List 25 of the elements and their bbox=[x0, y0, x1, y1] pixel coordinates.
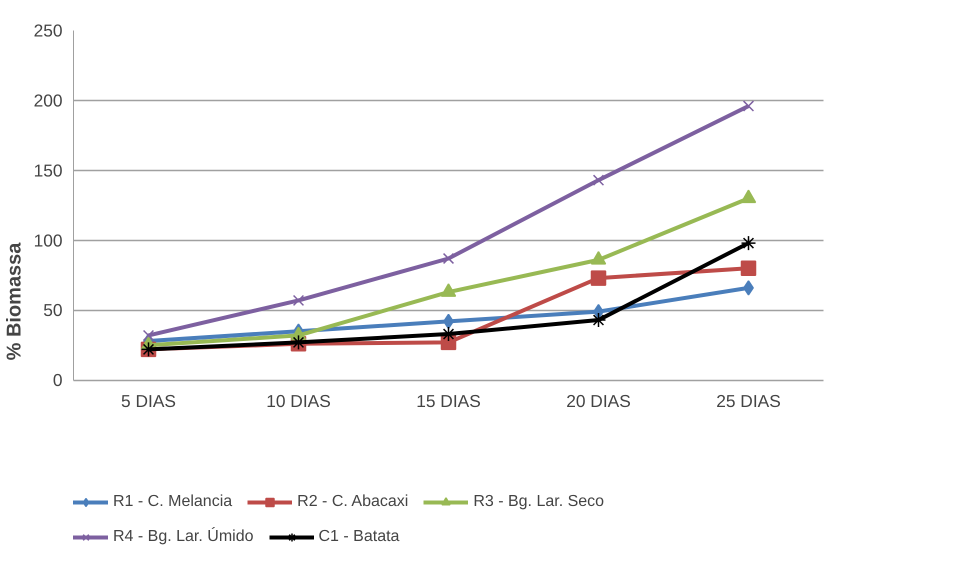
point bbox=[592, 174, 604, 186]
point bbox=[142, 330, 154, 342]
y-tick-label: 200 bbox=[34, 90, 63, 110]
x-tick-label: 15 DIAS bbox=[416, 391, 481, 412]
point bbox=[442, 252, 454, 264]
y-axis-title: % Biomassa bbox=[4, 242, 26, 360]
legend-label: R3 - Bg. Lar. Seco bbox=[473, 493, 604, 511]
legend-label: R1 - C. Melancia bbox=[113, 493, 232, 511]
legend-label: R2 - C. Abacaxi bbox=[297, 493, 408, 511]
point bbox=[742, 100, 754, 112]
y-tick-label: 0 bbox=[52, 370, 63, 390]
point bbox=[740, 260, 756, 276]
y-tick-label: 100 bbox=[34, 230, 63, 250]
x-tick-label: 20 DIAS bbox=[566, 391, 631, 412]
point bbox=[292, 294, 304, 306]
y-tick-label: 50 bbox=[43, 300, 63, 320]
y-tick-label: 150 bbox=[34, 160, 63, 180]
x-tick-label: 5 DIAS bbox=[121, 391, 176, 412]
point bbox=[740, 235, 756, 251]
y-tick-label: 250 bbox=[34, 20, 63, 40]
legend-label: C1 - Batata bbox=[318, 528, 400, 546]
x-tick-label: 25 DIAS bbox=[716, 391, 781, 412]
point bbox=[590, 270, 606, 286]
x-tick-label: 10 DIAS bbox=[266, 391, 331, 412]
legend-label: R4 - Bg. Lar. Úmido bbox=[113, 528, 254, 546]
